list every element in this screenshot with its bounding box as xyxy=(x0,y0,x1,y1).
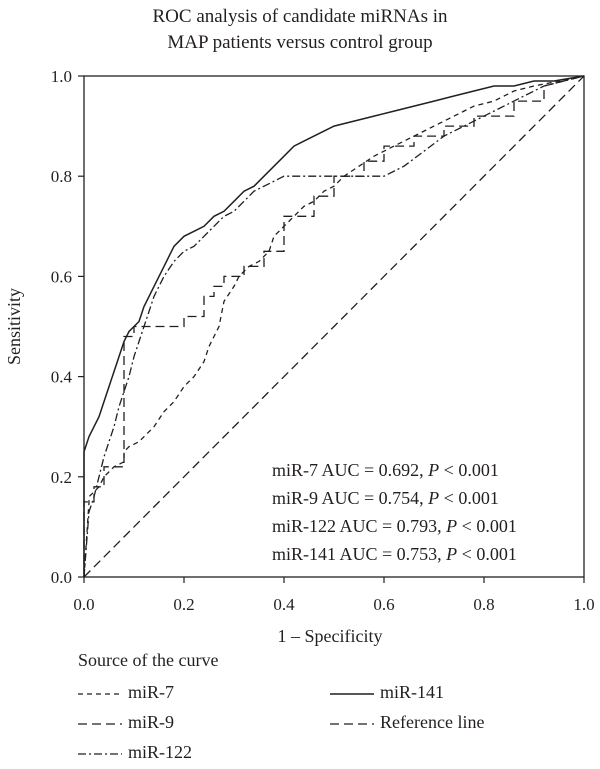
roc-curve-mir-141 xyxy=(83,75,585,577)
x-tick-label: 0.8 xyxy=(473,595,494,614)
y-tick-label: 0.4 xyxy=(51,368,73,387)
x-tick-label: 0.2 xyxy=(173,595,194,614)
legend-label-mir122: miR-122 xyxy=(128,742,193,762)
legend-swatch-mir7 xyxy=(78,693,122,695)
legend-swatch-mir141 xyxy=(330,693,374,695)
auc-annotation: miR-122 AUC = 0.793, P < 0.001 xyxy=(272,516,517,536)
x-tick-label: 0.4 xyxy=(273,595,295,614)
x-tick-label: 0.6 xyxy=(373,595,394,614)
y-tick-label: 1.0 xyxy=(51,67,72,86)
y-axis-label: Sensitivity xyxy=(4,288,24,365)
y-tick-label: 0.0 xyxy=(51,568,72,587)
legend-swatch-mir122 xyxy=(78,753,122,755)
legend: Source of the curve miR-7 miR-141 miR-9 … xyxy=(74,650,594,769)
y-tick-label: 0.6 xyxy=(51,267,72,286)
x-tick-label: 0.0 xyxy=(73,595,94,614)
legend-label-mir9: miR-9 xyxy=(128,712,175,732)
legend-label-mir141: miR-141 xyxy=(380,682,445,702)
chart-title-line-1: ROC analysis of candidate miRNAs in xyxy=(152,6,448,27)
roc-curve-reference-line xyxy=(83,75,585,578)
legend-title: Source of the curve xyxy=(78,650,219,670)
auc-annotation: miR-9 AUC = 0.754, P < 0.001 xyxy=(272,488,499,508)
auc-annotation: miR-141 AUC = 0.753, P < 0.001 xyxy=(272,544,517,564)
y-tick-label: 0.2 xyxy=(51,468,72,487)
chart-title-line-2: MAP patients versus control group xyxy=(167,32,433,53)
chart-title: ROC analysis of candidate miRNAs in MAP … xyxy=(0,4,600,56)
legend-swatch-mir9 xyxy=(78,723,122,725)
legend-label-mir7: miR-7 xyxy=(128,682,175,702)
auc-annotation: miR-7 AUC = 0.692, P < 0.001 xyxy=(272,460,499,480)
x-tick-label: 1.0 xyxy=(573,595,594,614)
legend-swatch-reference xyxy=(330,723,374,725)
roc-curve-mir-122 xyxy=(83,75,585,578)
legend-label-reference: Reference line xyxy=(380,712,485,732)
x-axis-label: 1 – Specificity xyxy=(278,626,383,646)
y-tick-label: 0.8 xyxy=(51,167,72,186)
roc-chart: 0.0 0.2 0.4 0.6 0.8 1.0 0.0 0.2 0.4 0.6 0.8 1.0 1 – … xyxy=(4,67,595,646)
plot-frame xyxy=(83,75,585,578)
